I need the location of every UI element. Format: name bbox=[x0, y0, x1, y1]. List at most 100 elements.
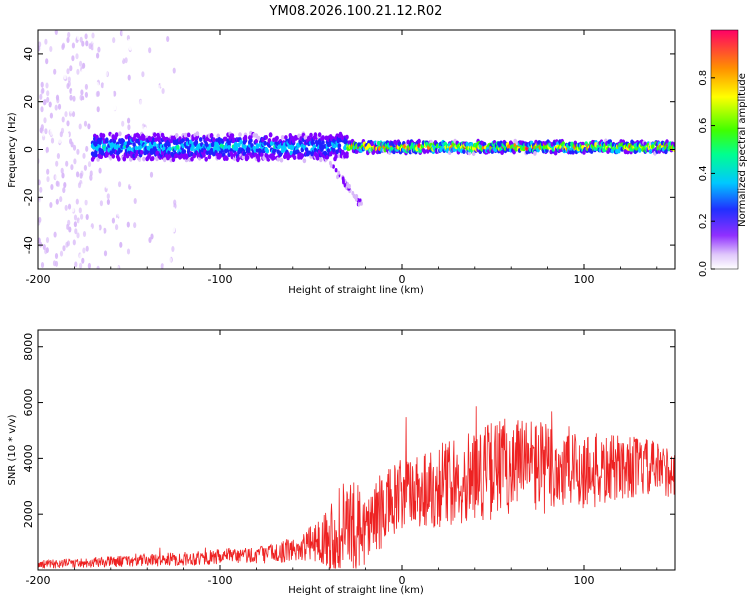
spectrogram-noise-cell bbox=[81, 68, 85, 75]
spectrogram-noise-cell bbox=[210, 165, 214, 172]
spectrogram-noise-cell bbox=[65, 132, 69, 139]
spectrogram-noise-cell bbox=[75, 198, 79, 205]
spectrogram-noise-cell bbox=[225, 252, 230, 259]
spectrogram-noise-cell bbox=[150, 114, 154, 120]
spectrogram-band-cell bbox=[264, 135, 269, 140]
spectrogram-noise-cell bbox=[207, 113, 212, 120]
spectrogram-noise-cell bbox=[170, 165, 174, 172]
spectrogram-noise-cell bbox=[184, 32, 189, 39]
spectrogram-noise-cell bbox=[244, 42, 248, 49]
spectrogram-noise-cell bbox=[151, 243, 155, 250]
spectrogram-noise-cell bbox=[82, 144, 86, 151]
spectrogram-noise-cell bbox=[88, 43, 92, 50]
spectrogram-noise-cell bbox=[190, 160, 194, 167]
spectrogram-y-tick-label: -20 bbox=[22, 188, 35, 206]
spectrogram-noise-cell bbox=[71, 90, 75, 97]
spectrogram-noise-cell bbox=[221, 233, 225, 240]
spectrogram-noise-cell bbox=[89, 174, 93, 181]
spectrogram-noise-cell bbox=[81, 40, 85, 47]
spectrogram-noise-cell bbox=[92, 43, 96, 50]
spectrogram-band-cell bbox=[254, 138, 259, 144]
spectrogram-noise-cell bbox=[165, 52, 169, 59]
spectrogram-band-cell bbox=[142, 134, 146, 140]
spectrogram-band-cell bbox=[337, 143, 342, 149]
spectrogram-noise-cell bbox=[216, 179, 221, 186]
spectrogram-noise-cell bbox=[156, 213, 160, 220]
spectrogram-noise-cell bbox=[214, 217, 219, 224]
spectrogram-noise-cell bbox=[198, 206, 202, 213]
spectrogram-noise-cell bbox=[206, 262, 210, 269]
spectrogram-noise-cell bbox=[183, 258, 187, 265]
spectrogram-noise-cell bbox=[46, 96, 50, 103]
spectrogram-noise-cell bbox=[183, 253, 187, 260]
spectrogram-noise-cell bbox=[249, 67, 253, 74]
spectrogram-noise-cell bbox=[136, 41, 140, 48]
spectrogram-band-cell bbox=[198, 137, 203, 142]
spectrogram-band-cell bbox=[637, 148, 642, 153]
spectrogram-noise-cell bbox=[162, 112, 166, 119]
spectrogram-noise-cell bbox=[76, 232, 80, 239]
spectrogram-noise-cell bbox=[84, 254, 89, 261]
spectrogram-noise-cell bbox=[203, 129, 207, 136]
spectrogram-noise-cell bbox=[119, 201, 123, 208]
spectrogram-band-cell bbox=[122, 156, 127, 161]
spectrogram-noise-cell bbox=[106, 199, 110, 205]
spectrogram-noise-cell bbox=[220, 45, 224, 52]
spectrogram-noise-cell bbox=[167, 231, 171, 238]
spectrogram-noise-cell bbox=[165, 188, 169, 195]
spectrogram-noise-cell bbox=[92, 73, 96, 80]
spectrogram-noise-cell bbox=[241, 227, 245, 234]
spectrogram-band-cell bbox=[230, 133, 235, 139]
spectrogram-noise-cell bbox=[192, 103, 196, 110]
spectrogram-noise-cell bbox=[105, 39, 109, 46]
spectrogram-noise-cell bbox=[168, 236, 172, 243]
spectrogram-noise-cell bbox=[51, 244, 55, 251]
spectrogram-noise-cell bbox=[148, 237, 152, 243]
spectrogram-noise-cell bbox=[98, 68, 102, 75]
spectrogram-noise-cell bbox=[172, 49, 177, 56]
spectrogram-noise-cell bbox=[196, 190, 200, 197]
spectrogram-noise-cell bbox=[145, 188, 149, 194]
spectrogram-noise-cell bbox=[50, 165, 54, 171]
spectrogram-noise-cell bbox=[143, 235, 147, 242]
spectrogram-noise-cell bbox=[185, 192, 189, 199]
colorbar-gradient bbox=[710, 29, 739, 270]
spectrogram-noise-cell bbox=[138, 185, 142, 192]
spectrogram-noise-cell bbox=[78, 207, 82, 214]
spectrogram-band-cell bbox=[471, 151, 476, 157]
spectrogram-noise-cell bbox=[193, 257, 197, 264]
spectrogram-noise-cell bbox=[245, 171, 249, 178]
spectrogram-band-cell bbox=[242, 151, 247, 156]
spectrogram-noise-cell bbox=[240, 72, 244, 79]
spectrogram-noise-cell bbox=[218, 87, 222, 94]
spectrogram-noise-cell bbox=[141, 210, 145, 217]
spectrogram-noise-cell bbox=[187, 30, 192, 36]
spectrogram-band-cell bbox=[275, 135, 279, 141]
spectrogram-noise-cell bbox=[133, 198, 137, 204]
spectrogram-noise-cell bbox=[230, 250, 234, 257]
spectrogram-noise-cell bbox=[89, 170, 93, 177]
spectrogram-noise-cell bbox=[214, 244, 218, 251]
spectrogram-band-cell bbox=[304, 147, 309, 153]
spectrogram-noise-cell bbox=[126, 64, 130, 70]
spectrogram-noise-cell bbox=[148, 264, 152, 269]
spectrogram-noise-cell bbox=[103, 83, 107, 90]
spectrogram-noise-cell bbox=[209, 46, 213, 53]
spectrogram-noise-cell bbox=[193, 247, 197, 253]
spectrogram-band-cell bbox=[238, 132, 242, 138]
spectrogram-band-cell bbox=[342, 178, 345, 183]
spectrogram-noise-cell bbox=[102, 74, 106, 81]
spectrogram-noise-cell bbox=[149, 78, 153, 85]
spectrogram-noise-cell bbox=[186, 59, 190, 66]
spectrogram-band-cell bbox=[279, 157, 284, 163]
spectrogram-band-cell bbox=[321, 140, 325, 145]
spectrogram-noise-cell bbox=[173, 236, 177, 243]
spectrogram-band-cell bbox=[176, 145, 180, 150]
spectrogram-noise-cell bbox=[109, 258, 113, 265]
spectrogram-noise-cell bbox=[66, 55, 70, 62]
spectrogram-band-cell bbox=[206, 146, 211, 152]
spectrogram-band-cell bbox=[157, 135, 161, 141]
spectrogram-noise-cell bbox=[212, 194, 216, 201]
spectrogram-noise-cell bbox=[203, 251, 207, 258]
spectrogram-noise-cell bbox=[124, 175, 128, 181]
